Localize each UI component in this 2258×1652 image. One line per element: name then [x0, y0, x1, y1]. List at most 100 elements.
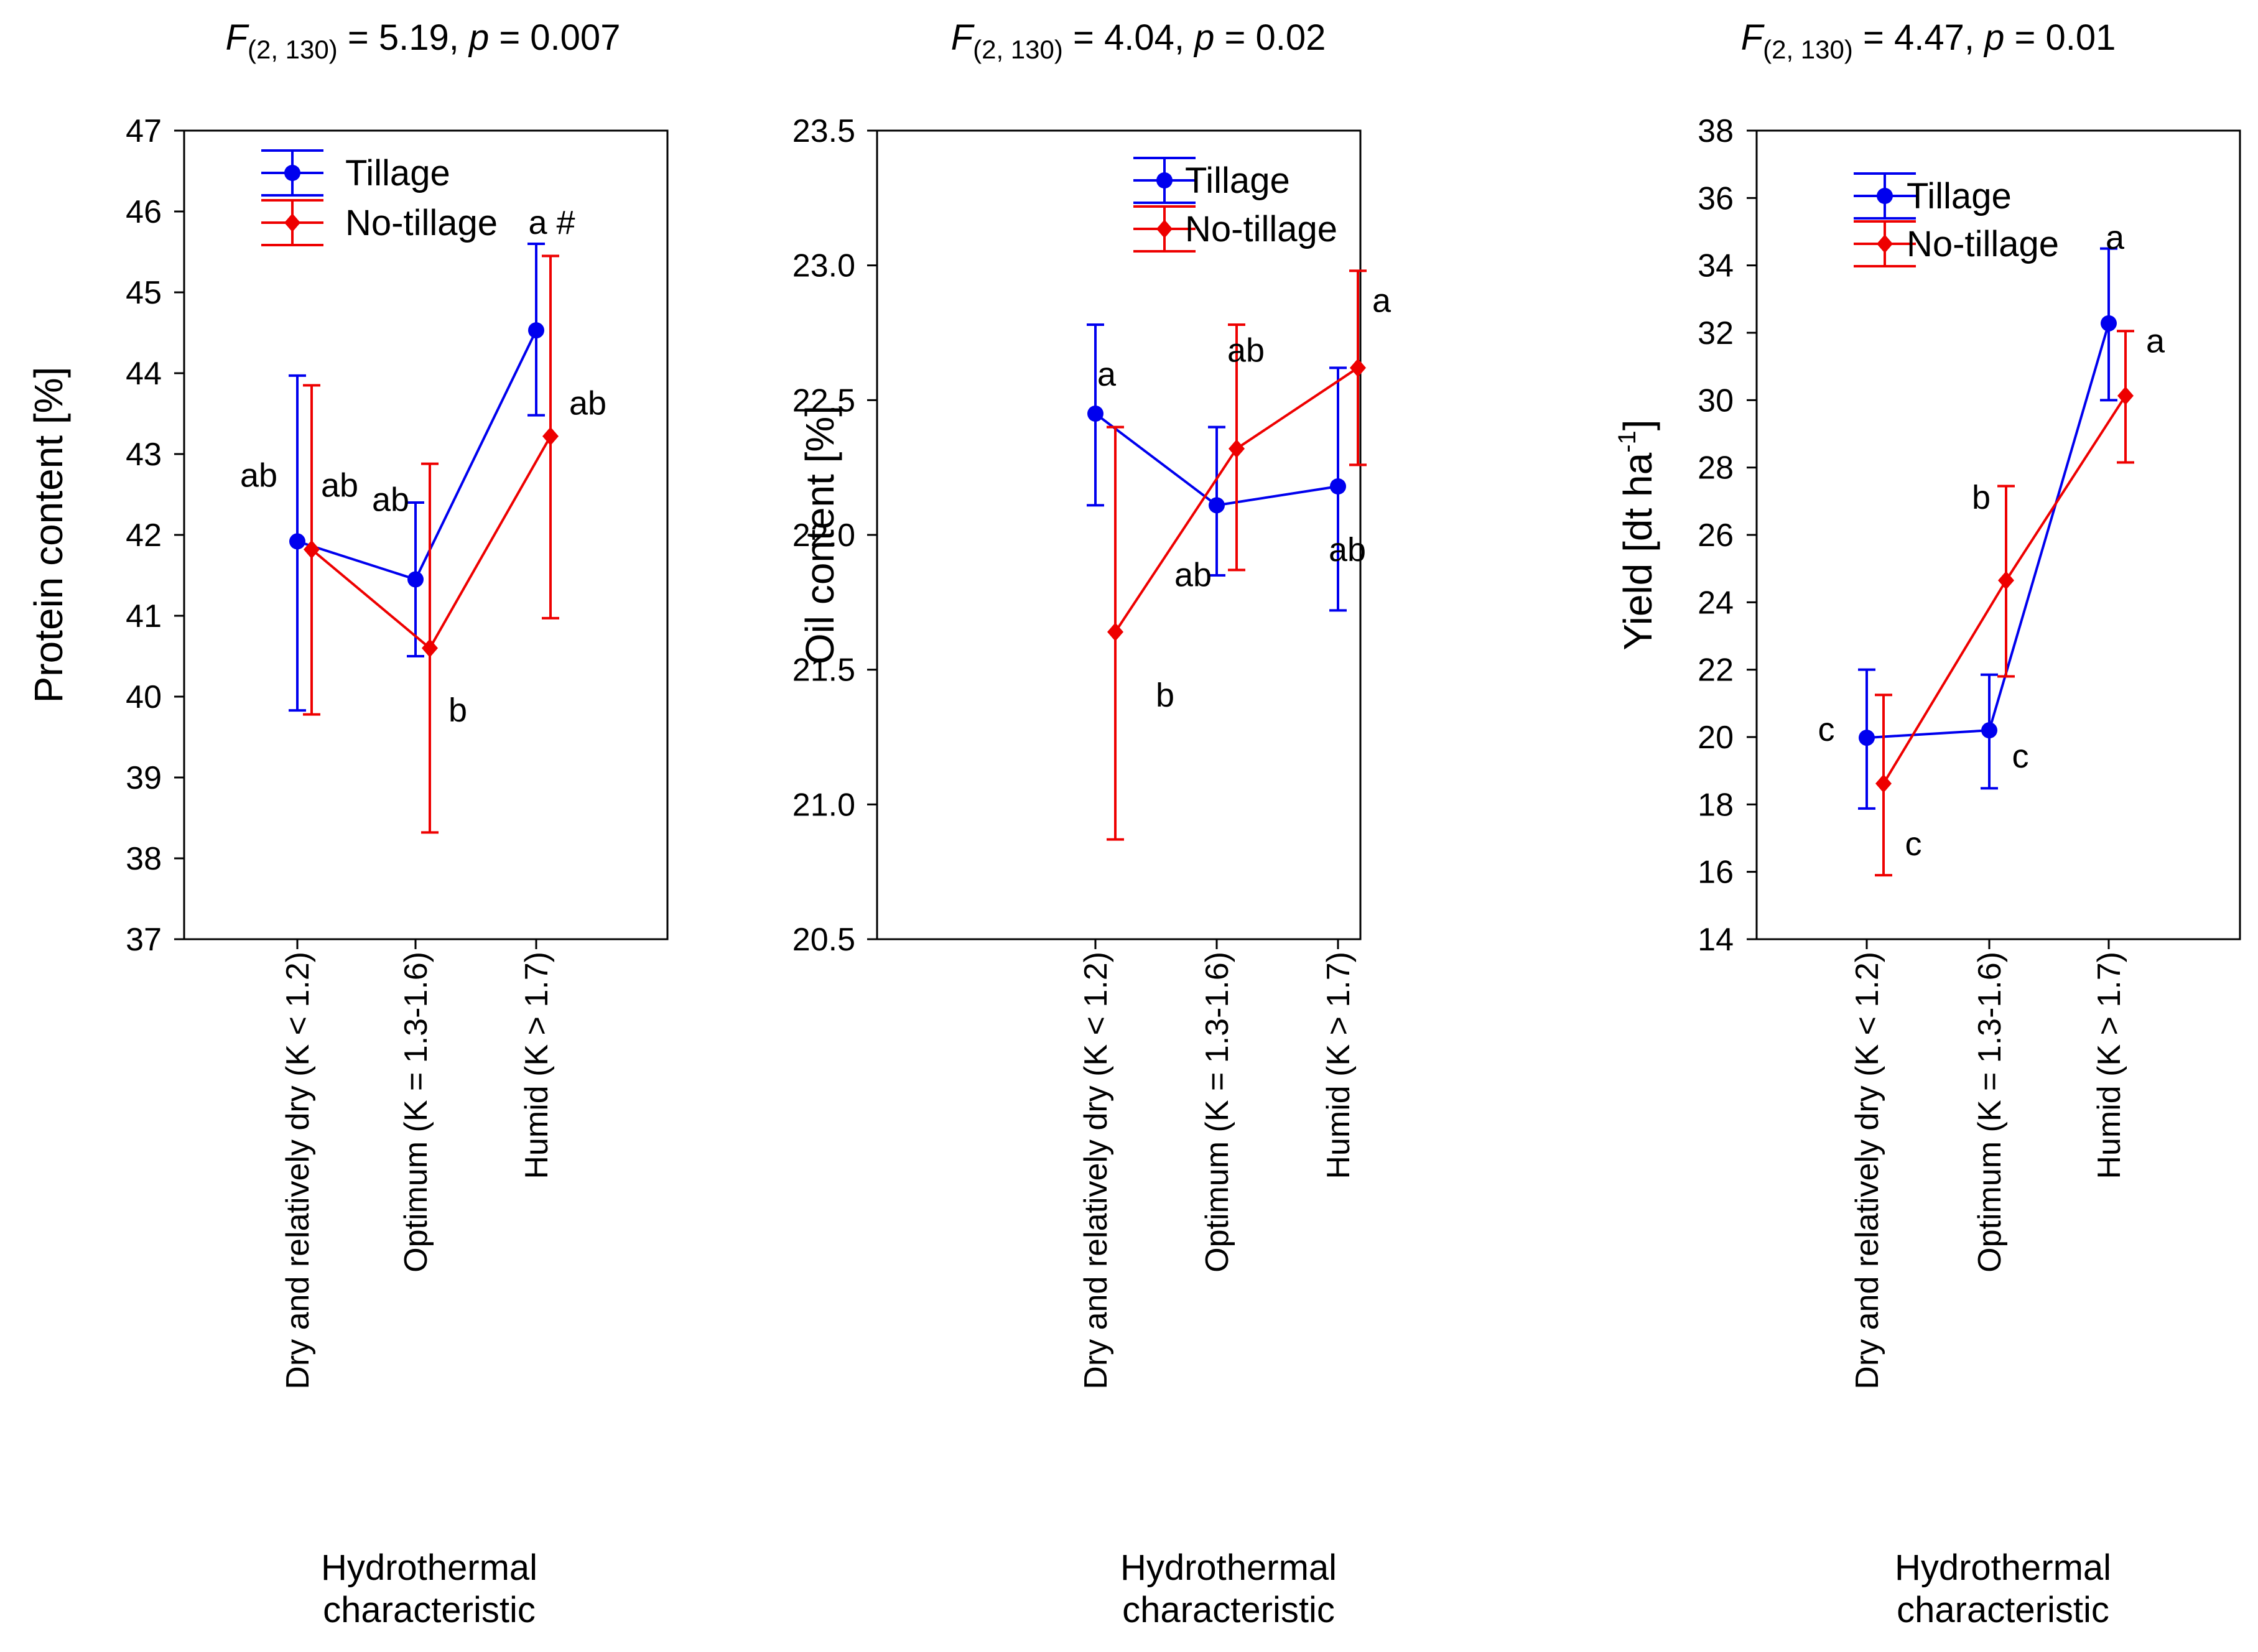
y-tick-label: 16 — [1698, 855, 1734, 891]
y-tick-label: 22 — [1698, 652, 1734, 689]
y-tick-label: 23.5 — [792, 113, 855, 149]
stat-p-symbol: p — [1193, 17, 1214, 58]
y-axis-label-close: ] — [1615, 419, 1660, 430]
charts: F(2, 130) = 5.19, p = 0.0073738394041424… — [26, 17, 2241, 1630]
stat-df: (2, 130) — [1763, 35, 1853, 64]
significance-label: b — [448, 692, 467, 729]
y-axis-label-text: Protein content [%] — [26, 367, 71, 703]
significance-label: ab — [240, 457, 277, 494]
significance-label: a — [2106, 219, 2125, 256]
data-point-diamond — [1875, 774, 1892, 793]
legend-label-tillage: Tillage — [1907, 176, 2012, 216]
y-tick-label: 30 — [1698, 383, 1734, 419]
series-no_tillage: c b a — [1875, 322, 2165, 877]
stat-df: (2, 130) — [248, 35, 338, 64]
chart-panel-2: F(2, 130) = 4.04, p = 0.02 20.5 21.0 21.5 22… — [792, 17, 1392, 1630]
y-tick-label: 45 — [126, 275, 162, 311]
significance-label: ab — [569, 384, 606, 422]
legend-label-tillage: Tillage — [1185, 160, 1290, 201]
significance-label: ab — [1227, 332, 1265, 369]
y-tick-label: 23.0 — [792, 248, 855, 284]
stat-f-symbol: F — [226, 17, 250, 58]
legend-label-no_tillage: No-tillage — [345, 203, 498, 243]
data-point-circle — [2101, 315, 2117, 332]
x-axis-label-line2: characteristic — [1122, 1590, 1335, 1630]
data-point-circle — [1209, 497, 1225, 514]
y-tick-label: 38 — [1698, 113, 1734, 149]
y-tick-label: 21.5 — [792, 652, 855, 689]
x-axis-label-line2: characteristic — [323, 1590, 536, 1630]
stat-p-value: = 0.02 — [1214, 17, 1326, 58]
x-axis-label-line1: Hydrothermal — [1120, 1548, 1337, 1588]
significance-label: c — [2012, 738, 2029, 775]
significance-label: ab — [321, 466, 358, 504]
legend-marker-tillage — [284, 165, 300, 181]
significance-label: a — [1372, 282, 1392, 319]
legend: Tillage No-tillage — [1133, 157, 1337, 253]
data-point-circle — [289, 533, 305, 550]
y-tick-label: 40 — [126, 679, 162, 715]
y-tick-label: 43 — [126, 437, 162, 473]
y-tick-label: 37 — [126, 922, 162, 958]
legend: Tillage No-tillage — [261, 149, 498, 246]
data-point-diamond — [1229, 439, 1245, 458]
legend-label-no_tillage: No-tillage — [1907, 224, 2059, 264]
stat-header: F(2, 130) = 4.04, p = 0.02 — [951, 17, 1326, 64]
y-tick-label: 28 — [1698, 450, 1734, 486]
significance-label: ab — [1329, 531, 1366, 568]
stat-f-value: = 4.04, — [1063, 17, 1194, 58]
x-axis-label-line1: Hydrothermal — [1895, 1548, 2111, 1588]
stat-p-value: = 0.007 — [489, 17, 620, 58]
series-tillage: a ab ab — [1087, 323, 1366, 612]
data-point-diamond — [542, 427, 559, 446]
x-tick-label: Optimum (K = 1.3-1.6) — [1972, 952, 2008, 1273]
significance-label: a — [2146, 322, 2165, 360]
x-tick-label: Optimum (K = 1.3-1.6) — [1199, 952, 1235, 1273]
y-tick-label: 22.0 — [792, 517, 855, 554]
y-tick-label: 18 — [1698, 787, 1734, 823]
chart-panel-1: F(2, 130) = 5.19, p = 0.007 37 38 39 40 41 42 4… — [26, 17, 669, 1630]
data-point-circle — [1981, 722, 1997, 739]
legend-marker-tillage — [1156, 172, 1173, 188]
stat-df: (2, 130) — [973, 35, 1063, 64]
data-point-circle — [528, 322, 544, 339]
x-axis-label-line1: Hydrothermal — [321, 1548, 537, 1588]
y-tick-label: 41 — [126, 598, 162, 634]
significance-label: ab — [372, 481, 409, 519]
y-tick-label: 34 — [1698, 248, 1734, 284]
x-tick-label: Dry and relatively dry (K < 1.2) — [1078, 952, 1114, 1390]
data-point-circle — [407, 571, 424, 588]
y-tick-label: 20.5 — [792, 922, 855, 958]
stat-header: F(2, 130) = 4.47, p = 0.01 — [1741, 17, 2116, 64]
stat-f-symbol: F — [951, 17, 975, 58]
legend-marker-no_tillage — [1156, 220, 1173, 238]
y-axis-label: Protein content [%] — [26, 367, 71, 703]
stat-f-value: = 4.47, — [1853, 17, 1984, 58]
data-point-circle — [1087, 406, 1103, 422]
data-point-diamond — [2117, 386, 2134, 406]
significance-label: b — [1156, 677, 1174, 714]
significance-label: c — [1905, 825, 1922, 863]
series-no_tillage: b ab a — [1107, 269, 1392, 841]
data-point-diamond — [1350, 358, 1366, 378]
y-tick-label: 44 — [126, 356, 162, 392]
y-axis-label-superscript: -1 — [1614, 430, 1641, 453]
data-point-circle — [1330, 478, 1346, 494]
y-axis-label: Oil content [%] — [797, 406, 842, 664]
y-tick-label: 46 — [126, 194, 162, 230]
data-point-diamond — [1998, 571, 2014, 590]
series-no_tillage: ab b ab — [303, 254, 606, 834]
stat-f-value: = 5.19, — [338, 17, 469, 58]
significance-label: c — [1818, 711, 1835, 748]
legend: Tillage No-tillage — [1854, 172, 2059, 267]
y-tick-label: 47 — [126, 113, 162, 149]
x-tick-label: Humid (K > 1.7) — [2091, 952, 2127, 1179]
stat-header: F(2, 130) = 5.19, p = 0.007 — [226, 17, 621, 64]
x-tick-label: Humid (K > 1.7) — [519, 952, 555, 1179]
x-tick-label: Humid (K > 1.7) — [1321, 952, 1357, 1179]
legend-label-tillage: Tillage — [345, 153, 450, 193]
data-point-diamond — [422, 639, 438, 657]
